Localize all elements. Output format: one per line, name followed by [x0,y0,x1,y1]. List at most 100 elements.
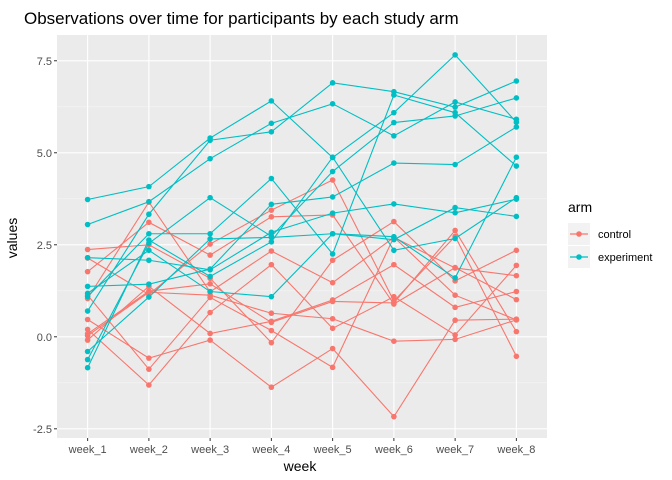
experiment-data-point [513,163,520,169]
experiment-data-point [84,356,91,363]
control-data-point [268,214,275,220]
control-data-point [391,261,397,268]
x-tick-label: week_1 [68,444,107,456]
experiment-data-point [391,109,397,116]
control-data-point [207,280,213,287]
control-data-point [513,317,520,323]
control-data-point [84,337,91,343]
experiment-series-line [87,156,517,368]
control-data-point [146,382,152,388]
experiment-data-point [207,194,213,201]
experiment-data-point [329,154,336,161]
legend-title: arm [568,199,592,215]
experiment-data-point [329,210,336,216]
experiment-data-point [268,234,275,241]
control-data-point [329,298,336,305]
experiment-data-point [452,104,458,110]
x-tick-label: week_7 [435,444,474,456]
control-data-point [146,219,152,226]
experiment-data-point [329,168,336,175]
experiment-data-point [513,78,520,84]
control-data-point [268,310,275,317]
control-data-point [268,384,275,391]
plot-panel [57,35,547,438]
control-data-point [207,330,213,337]
experiment-data-point [146,183,152,190]
control-data-point [329,315,336,322]
experiment-data-point [452,161,458,168]
experiment-data-point [268,229,275,236]
experiment-data-point [268,98,275,104]
x-tick-label: week_4 [251,444,290,456]
control-data-point [84,268,91,275]
y-axis: -2.5 0.0 2.5 5.0 7.5 [33,56,57,436]
control-series-line [87,236,517,371]
experiment-series-line [87,126,517,287]
control-data-point [146,355,152,361]
experiment-series-line [87,101,517,226]
experiment-data-point [207,266,213,272]
control-series-line [87,263,517,386]
x-tick-label: week_6 [374,444,413,456]
control-data-point [84,246,91,253]
x-tick-label: week_8 [496,444,535,456]
control-data-point [207,252,213,258]
control-data-point [452,336,458,343]
experiment-data-point [207,135,213,141]
control-data-point [329,279,336,286]
experiment-data-point [268,239,275,245]
experiment-data-point [84,283,91,290]
experiment-data-point [146,294,152,300]
experiment-data-point [268,128,275,135]
experiment-data-point [513,213,520,220]
control-data-point [268,319,275,326]
control-series-line [87,229,517,335]
experiment-data-point [391,236,397,243]
control-data-point [268,327,275,334]
experiment-series-line [87,80,517,312]
experiment-data-point [268,201,275,208]
control-series-line [87,291,517,342]
experiment-data-point [452,52,458,58]
experiment-data-point [452,109,458,116]
control-data-point [391,298,397,304]
control-series-line [87,179,517,357]
experiment-data-point [146,247,152,254]
experiment-data-point [513,154,520,160]
chart-title: Observations over time for participants … [24,9,459,28]
control-data-point [452,317,458,324]
control-data-point [452,292,458,299]
experiment-data-point [207,288,213,295]
control-data-point [391,413,397,420]
experiment-data-point [146,257,152,264]
experiment-data-point [84,196,91,203]
control-data-point [268,339,275,346]
control-data-point [513,262,520,269]
experiment-data-point [329,194,336,200]
control-data-point [146,366,152,372]
y-tick-label: 0.0 [37,332,52,344]
control-data-point [391,218,397,225]
control-data-point [391,338,397,345]
experiment-data-point [268,175,275,182]
control-data-point [513,247,520,254]
x-tick-label: week_5 [313,444,352,456]
experiment-series-line [87,156,517,298]
experiment-data-point [207,273,213,280]
control-data-point [452,332,458,338]
legend-key-point [576,254,582,260]
control-data-point [513,328,520,335]
experiment-data-point [84,308,91,314]
experiment-data-point [513,124,520,130]
experiment-data-point [452,99,458,105]
experiment-series-line [87,54,517,201]
control-data-point [207,337,213,343]
experiment-series-line [87,94,517,298]
experiment-data-point [452,204,458,211]
control-data-point [329,345,336,352]
experiment-data-point [513,196,520,202]
experiment-data-point [268,293,275,300]
legend-label-control: control [598,229,631,241]
control-data-point [513,353,520,360]
